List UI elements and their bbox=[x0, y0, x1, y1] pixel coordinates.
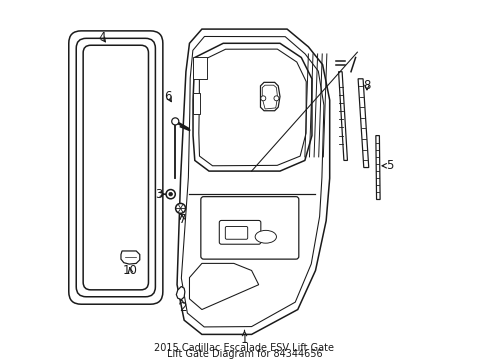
Polygon shape bbox=[375, 136, 379, 199]
Polygon shape bbox=[357, 79, 368, 167]
Polygon shape bbox=[189, 264, 258, 310]
Bar bbox=[193, 93, 200, 114]
Circle shape bbox=[168, 192, 172, 196]
Circle shape bbox=[273, 96, 278, 101]
Circle shape bbox=[166, 190, 175, 199]
Text: 1: 1 bbox=[240, 330, 248, 346]
FancyBboxPatch shape bbox=[76, 38, 155, 297]
Ellipse shape bbox=[255, 230, 276, 243]
Text: 8: 8 bbox=[363, 80, 370, 93]
FancyBboxPatch shape bbox=[219, 220, 260, 244]
Circle shape bbox=[175, 203, 185, 213]
Circle shape bbox=[171, 118, 179, 125]
FancyBboxPatch shape bbox=[69, 31, 163, 304]
Polygon shape bbox=[262, 85, 277, 109]
FancyBboxPatch shape bbox=[83, 45, 148, 290]
Text: 2015 Cadillac Escalade ESV Lift Gate: 2015 Cadillac Escalade ESV Lift Gate bbox=[154, 343, 334, 353]
Text: 2: 2 bbox=[178, 298, 186, 314]
Text: 4: 4 bbox=[99, 31, 106, 45]
Text: Lift Gate Diagram for 84344656: Lift Gate Diagram for 84344656 bbox=[166, 349, 322, 359]
Text: 10: 10 bbox=[122, 264, 137, 277]
Text: 7: 7 bbox=[178, 213, 186, 226]
Polygon shape bbox=[193, 43, 311, 171]
Polygon shape bbox=[177, 29, 329, 334]
Circle shape bbox=[260, 96, 265, 101]
FancyBboxPatch shape bbox=[201, 197, 298, 259]
Polygon shape bbox=[176, 287, 184, 300]
Polygon shape bbox=[338, 72, 347, 161]
Text: 3: 3 bbox=[155, 188, 165, 201]
Text: 6: 6 bbox=[164, 90, 172, 103]
Polygon shape bbox=[121, 251, 140, 264]
Bar bbox=[193, 58, 207, 79]
Polygon shape bbox=[181, 36, 323, 327]
FancyBboxPatch shape bbox=[225, 226, 247, 239]
Polygon shape bbox=[260, 82, 280, 111]
Text: 5: 5 bbox=[381, 159, 393, 172]
Text: 9: 9 bbox=[264, 62, 272, 78]
Polygon shape bbox=[199, 49, 305, 166]
